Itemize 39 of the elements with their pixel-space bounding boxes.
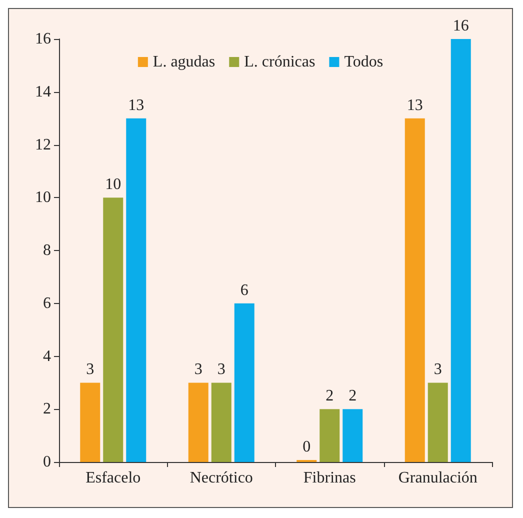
bar bbox=[342, 409, 363, 462]
bar bbox=[450, 39, 471, 462]
x-tick-label: Granulación bbox=[398, 470, 478, 486]
bar bbox=[234, 303, 254, 462]
data-label: 6 bbox=[240, 282, 248, 299]
data-label: 2 bbox=[326, 388, 334, 405]
data-label: 2 bbox=[348, 388, 357, 405]
legend-label: L. agudas bbox=[152, 54, 216, 70]
y-tick-label: 2 bbox=[43, 400, 51, 418]
y-tick-label: 14 bbox=[35, 83, 51, 100]
legend-label: L. crónicas bbox=[244, 54, 316, 70]
data-label: 13 bbox=[406, 96, 423, 114]
y-tick-label: 12 bbox=[35, 136, 51, 154]
data-label: 13 bbox=[128, 96, 144, 114]
data-label: 0 bbox=[302, 438, 311, 456]
legend-label: Todos bbox=[344, 54, 384, 70]
bar bbox=[428, 382, 448, 462]
bar bbox=[320, 409, 340, 462]
data-label: 16 bbox=[452, 18, 469, 34]
bar bbox=[80, 382, 100, 462]
bar bbox=[404, 118, 425, 462]
bar bbox=[211, 382, 232, 462]
bar bbox=[103, 198, 124, 462]
y-tick-label: 10 bbox=[35, 189, 51, 206]
x-tick-label: Fibrinas bbox=[303, 470, 356, 486]
y-tick-label: 8 bbox=[43, 242, 51, 259]
x-tick-label: Necrótico bbox=[190, 470, 253, 486]
x-tick-label: Esfacelo bbox=[86, 470, 141, 486]
data-label: 3 bbox=[194, 361, 202, 378]
y-tick-label: 6 bbox=[43, 294, 51, 312]
y-tick-label: 4 bbox=[43, 348, 51, 365]
y-tick-label: 0 bbox=[43, 454, 51, 470]
data-label: 3 bbox=[434, 361, 442, 378]
bar bbox=[126, 118, 146, 462]
data-label: 3 bbox=[86, 361, 94, 378]
data-label: 3 bbox=[217, 361, 226, 378]
y-tick-label: 16 bbox=[35, 30, 51, 48]
bar bbox=[188, 382, 208, 462]
data-label: 10 bbox=[105, 176, 122, 194]
